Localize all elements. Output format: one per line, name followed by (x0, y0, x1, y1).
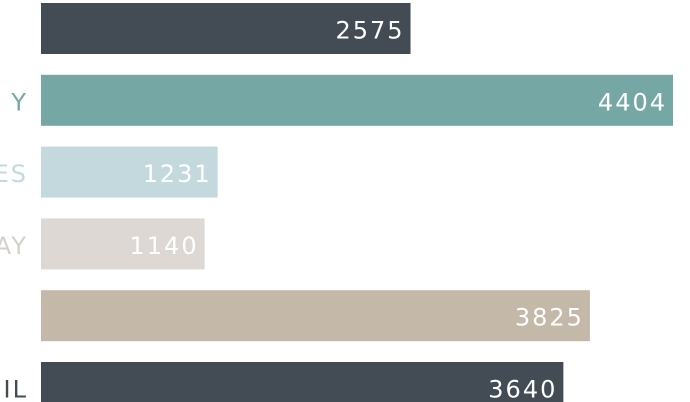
value-label: 1231 (143, 160, 212, 188)
category-label: AY (0, 232, 28, 260)
value-label: 4404 (598, 88, 667, 116)
category-label: IL (4, 376, 28, 402)
bar (41, 3, 411, 54)
bar (41, 362, 564, 402)
bar (41, 218, 205, 270)
value-label: 3825 (515, 304, 584, 332)
value-label: 2575 (335, 17, 404, 45)
value-label: 3640 (488, 376, 557, 402)
bar (41, 290, 590, 342)
category-label: Y (10, 88, 28, 116)
bar (41, 146, 218, 198)
category-label: ES (0, 160, 28, 188)
value-label: 1140 (130, 232, 199, 260)
bar (41, 74, 673, 126)
